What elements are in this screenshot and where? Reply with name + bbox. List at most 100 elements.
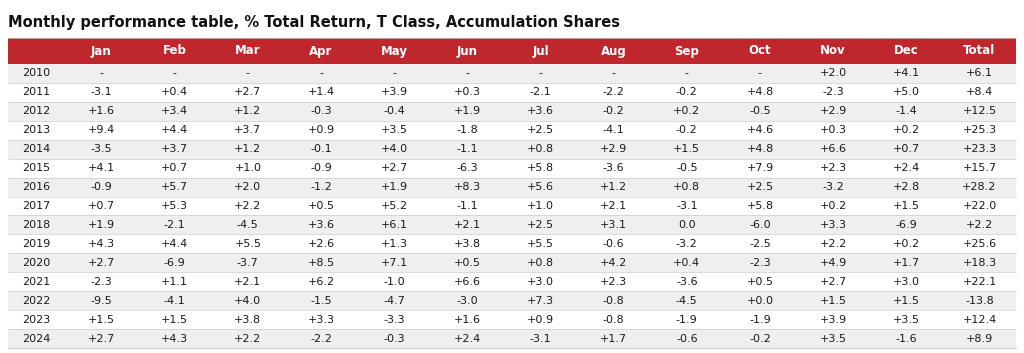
Text: -1.9: -1.9 bbox=[676, 315, 697, 325]
Text: +3.7: +3.7 bbox=[161, 144, 188, 154]
Text: -3.1: -3.1 bbox=[91, 88, 113, 97]
Text: +0.2: +0.2 bbox=[893, 239, 920, 249]
Text: +0.8: +0.8 bbox=[527, 144, 554, 154]
Text: +3.5: +3.5 bbox=[381, 125, 408, 135]
Text: Feb: Feb bbox=[163, 44, 186, 58]
Text: +2.2: +2.2 bbox=[234, 334, 261, 343]
Text: +3.4: +3.4 bbox=[161, 106, 188, 116]
Text: +1.6: +1.6 bbox=[454, 315, 481, 325]
Text: -3.5: -3.5 bbox=[91, 144, 113, 154]
Text: -0.5: -0.5 bbox=[676, 163, 697, 173]
Text: Jan: Jan bbox=[91, 44, 112, 58]
Text: -3.6: -3.6 bbox=[676, 277, 697, 287]
Text: -1.4: -1.4 bbox=[895, 106, 918, 116]
Text: 2015: 2015 bbox=[23, 163, 50, 173]
Text: -6.9: -6.9 bbox=[895, 220, 918, 230]
Text: -3.3: -3.3 bbox=[383, 315, 404, 325]
Text: -9.5: -9.5 bbox=[90, 296, 113, 306]
Text: +4.1: +4.1 bbox=[893, 68, 920, 78]
Text: +8.3: +8.3 bbox=[454, 182, 481, 192]
Text: -0.9: -0.9 bbox=[310, 163, 332, 173]
Text: +0.3: +0.3 bbox=[454, 88, 481, 97]
Text: +23.3: +23.3 bbox=[963, 144, 996, 154]
Text: Dec: Dec bbox=[894, 44, 919, 58]
Text: Total: Total bbox=[964, 44, 995, 58]
Text: -4.1: -4.1 bbox=[164, 296, 185, 306]
Text: +9.4: +9.4 bbox=[88, 125, 115, 135]
Text: +3.0: +3.0 bbox=[893, 277, 920, 287]
Text: +1.1: +1.1 bbox=[161, 277, 188, 287]
Text: -2.3: -2.3 bbox=[750, 258, 771, 268]
Text: +5.6: +5.6 bbox=[527, 182, 554, 192]
Text: +7.1: +7.1 bbox=[381, 258, 408, 268]
Text: +1.5: +1.5 bbox=[819, 296, 847, 306]
Text: +5.0: +5.0 bbox=[893, 88, 920, 97]
Text: +2.2: +2.2 bbox=[234, 201, 261, 211]
Text: +0.2: +0.2 bbox=[893, 125, 920, 135]
Text: -0.3: -0.3 bbox=[310, 106, 332, 116]
Text: -: - bbox=[539, 68, 543, 78]
Text: +2.7: +2.7 bbox=[88, 258, 115, 268]
Text: +5.3: +5.3 bbox=[161, 201, 188, 211]
Text: -4.7: -4.7 bbox=[383, 296, 406, 306]
Text: +5.7: +5.7 bbox=[161, 182, 188, 192]
Text: +1.4: +1.4 bbox=[307, 88, 335, 97]
Text: -: - bbox=[99, 68, 103, 78]
Text: 2023: 2023 bbox=[23, 315, 50, 325]
Text: +3.3: +3.3 bbox=[307, 315, 335, 325]
Text: -3.7: -3.7 bbox=[237, 258, 259, 268]
Text: -0.3: -0.3 bbox=[383, 334, 404, 343]
Text: +3.5: +3.5 bbox=[893, 315, 920, 325]
Text: -3.0: -3.0 bbox=[457, 296, 478, 306]
Text: +4.8: +4.8 bbox=[746, 144, 773, 154]
Text: -3.1: -3.1 bbox=[529, 334, 551, 343]
Text: +1.5: +1.5 bbox=[893, 201, 920, 211]
Text: +2.5: +2.5 bbox=[527, 220, 554, 230]
Text: +8.4: +8.4 bbox=[966, 88, 993, 97]
Text: +2.1: +2.1 bbox=[600, 201, 627, 211]
Text: +25.3: +25.3 bbox=[963, 125, 996, 135]
Text: +0.4: +0.4 bbox=[161, 88, 188, 97]
Text: +0.5: +0.5 bbox=[454, 258, 481, 268]
Text: 0.0: 0.0 bbox=[678, 220, 695, 230]
Text: Apr: Apr bbox=[309, 44, 333, 58]
Text: +2.0: +2.0 bbox=[819, 68, 847, 78]
Text: +0.7: +0.7 bbox=[161, 163, 188, 173]
Text: +3.9: +3.9 bbox=[819, 315, 847, 325]
Text: +1.2: +1.2 bbox=[234, 144, 261, 154]
Text: +2.4: +2.4 bbox=[454, 334, 481, 343]
Text: +1.2: +1.2 bbox=[234, 106, 261, 116]
Text: -2.2: -2.2 bbox=[603, 88, 625, 97]
Text: +0.5: +0.5 bbox=[307, 201, 335, 211]
Text: +0.3: +0.3 bbox=[819, 125, 847, 135]
Text: -2.3: -2.3 bbox=[822, 88, 844, 97]
Text: -0.6: -0.6 bbox=[603, 239, 625, 249]
Text: -6.9: -6.9 bbox=[164, 258, 185, 268]
Text: +0.9: +0.9 bbox=[527, 315, 554, 325]
Text: +1.7: +1.7 bbox=[893, 258, 920, 268]
Text: -2.5: -2.5 bbox=[750, 239, 771, 249]
Text: +0.4: +0.4 bbox=[673, 258, 700, 268]
Text: +1.3: +1.3 bbox=[381, 239, 408, 249]
Text: +7.3: +7.3 bbox=[527, 296, 554, 306]
Text: +2.7: +2.7 bbox=[88, 334, 115, 343]
Text: -1.2: -1.2 bbox=[310, 182, 332, 192]
Text: -1.1: -1.1 bbox=[457, 201, 478, 211]
Text: +1.2: +1.2 bbox=[600, 182, 627, 192]
Text: 2022: 2022 bbox=[23, 296, 50, 306]
Text: Monthly performance table, % Total Return, T Class, Accumulation Shares: Monthly performance table, % Total Retur… bbox=[8, 16, 620, 30]
Text: -6.0: -6.0 bbox=[750, 220, 771, 230]
Text: -0.9: -0.9 bbox=[90, 182, 113, 192]
Text: -2.1: -2.1 bbox=[164, 220, 185, 230]
Text: +5.5: +5.5 bbox=[527, 239, 554, 249]
Text: -0.8: -0.8 bbox=[603, 315, 625, 325]
Text: -: - bbox=[173, 68, 177, 78]
Text: -3.1: -3.1 bbox=[676, 201, 697, 211]
Text: +2.3: +2.3 bbox=[600, 277, 627, 287]
Text: -1.0: -1.0 bbox=[383, 277, 404, 287]
Text: +0.8: +0.8 bbox=[673, 182, 700, 192]
Text: 2012: 2012 bbox=[23, 106, 50, 116]
Text: Mar: Mar bbox=[234, 44, 261, 58]
Text: +2.6: +2.6 bbox=[307, 239, 335, 249]
Text: +28.2: +28.2 bbox=[963, 182, 996, 192]
